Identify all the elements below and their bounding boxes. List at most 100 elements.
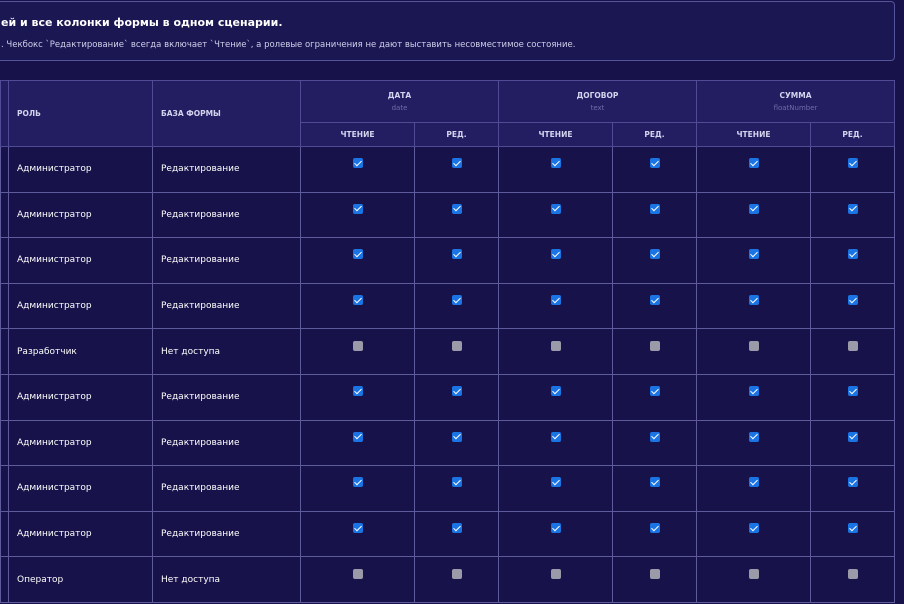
checkbox-cell [809, 465, 896, 512]
checkbox[interactable] [649, 386, 660, 397]
checkbox[interactable] [649, 477, 660, 488]
checkbox[interactable] [649, 249, 660, 260]
checkbox[interactable] [352, 295, 363, 306]
group-header: ДАТА date [300, 80, 499, 123]
checkbox[interactable] [847, 203, 858, 214]
checkbox[interactable] [847, 568, 858, 579]
sub-header: РЕД. [414, 122, 499, 147]
checkbox[interactable] [550, 477, 561, 488]
role-cell: Разработчик [8, 328, 153, 375]
checkbox-cell [300, 237, 415, 284]
checkbox[interactable] [649, 523, 660, 534]
checkbox[interactable] [451, 295, 462, 306]
role-cell: Оператор [8, 556, 153, 603]
cut-cell [0, 146, 9, 193]
checkbox[interactable] [352, 477, 363, 488]
checkbox[interactable] [748, 386, 759, 397]
checkbox[interactable] [550, 203, 561, 214]
checkbox[interactable] [748, 431, 759, 442]
table-row: Администратор Редактирование [0, 373, 896, 421]
checkbox[interactable] [451, 477, 462, 488]
sub-header: ЧТЕНИЕ [300, 122, 415, 147]
checkbox[interactable] [748, 203, 759, 214]
checkbox-cell [414, 510, 499, 558]
cut-cell [0, 328, 9, 375]
checkbox[interactable] [748, 477, 759, 488]
checkbox[interactable] [550, 158, 561, 169]
checkbox[interactable] [748, 340, 759, 351]
checkbox[interactable] [847, 386, 858, 397]
checkbox[interactable] [649, 431, 660, 442]
checkbox[interactable] [451, 523, 462, 534]
checkbox[interactable] [352, 523, 363, 534]
checkbox[interactable] [748, 523, 759, 534]
group-header: СУММА floatNumber [695, 80, 896, 123]
checkbox-cell [300, 191, 415, 239]
checkbox-cell [300, 328, 415, 375]
checkbox[interactable] [451, 203, 462, 214]
checkbox[interactable] [352, 203, 363, 214]
checkbox[interactable] [550, 523, 561, 534]
checkbox[interactable] [748, 295, 759, 306]
sub-header: ЧТЕНИЕ [696, 122, 811, 147]
checkbox[interactable] [649, 203, 660, 214]
group-type: date [391, 104, 408, 112]
cut-cell [0, 465, 9, 512]
access-table: РОЛЬ БАЗА ФОРМЫ ДАТА date ДОГОВОР text СУММА fl… [0, 80, 896, 603]
checkbox[interactable] [847, 295, 858, 306]
checkbox-cell [612, 146, 697, 193]
checkbox[interactable] [451, 158, 462, 169]
header-cell: РОЛЬ [8, 80, 153, 147]
checkbox[interactable] [550, 386, 561, 397]
checkbox-cell [612, 510, 697, 558]
checkbox-cell [809, 556, 896, 603]
checkbox[interactable] [847, 249, 858, 260]
base-cell: Редактирование [152, 510, 301, 558]
checkbox[interactable] [451, 386, 462, 397]
checkbox-cell [696, 237, 811, 284]
checkbox[interactable] [847, 477, 858, 488]
base-cell: Редактирование [152, 373, 301, 421]
checkbox[interactable] [352, 431, 363, 442]
checkbox[interactable] [550, 568, 561, 579]
checkbox[interactable] [550, 431, 561, 442]
cut-cell [0, 510, 9, 558]
checkbox[interactable] [352, 249, 363, 260]
checkbox-cell [809, 282, 896, 330]
checkbox-cell [300, 146, 415, 193]
checkbox[interactable] [847, 523, 858, 534]
checkbox[interactable] [649, 568, 660, 579]
checkbox[interactable] [550, 249, 561, 260]
checkbox[interactable] [550, 340, 561, 351]
checkbox[interactable] [451, 568, 462, 579]
checkbox[interactable] [550, 295, 561, 306]
checkbox[interactable] [748, 158, 759, 169]
checkbox-cell [498, 373, 613, 421]
checkbox[interactable] [847, 431, 858, 442]
checkbox[interactable] [451, 431, 462, 442]
cut-cell [0, 373, 9, 421]
checkbox[interactable] [748, 249, 759, 260]
checkbox-cell [612, 282, 697, 330]
checkbox[interactable] [847, 340, 858, 351]
checkbox[interactable] [847, 158, 858, 169]
group-type: text [590, 104, 605, 112]
group-header: ДОГОВОР text [498, 80, 697, 123]
checkbox[interactable] [649, 295, 660, 306]
checkbox[interactable] [352, 158, 363, 169]
checkbox-cell [696, 328, 811, 375]
checkbox[interactable] [352, 386, 363, 397]
checkbox[interactable] [352, 568, 363, 579]
checkbox[interactable] [451, 340, 462, 351]
checkbox-cell [612, 328, 697, 375]
role-cell: Администратор [8, 465, 153, 512]
checkbox-cell [612, 556, 697, 603]
header-cell: БАЗА ФОРМЫ [152, 80, 301, 147]
checkbox-cell [414, 146, 499, 193]
checkbox[interactable] [649, 158, 660, 169]
checkbox[interactable] [748, 568, 759, 579]
checkbox[interactable] [352, 340, 363, 351]
checkbox[interactable] [649, 340, 660, 351]
checkbox-cell [696, 510, 811, 558]
checkbox[interactable] [451, 249, 462, 260]
